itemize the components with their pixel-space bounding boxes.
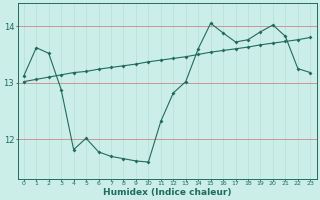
X-axis label: Humidex (Indice chaleur): Humidex (Indice chaleur) — [103, 188, 231, 197]
